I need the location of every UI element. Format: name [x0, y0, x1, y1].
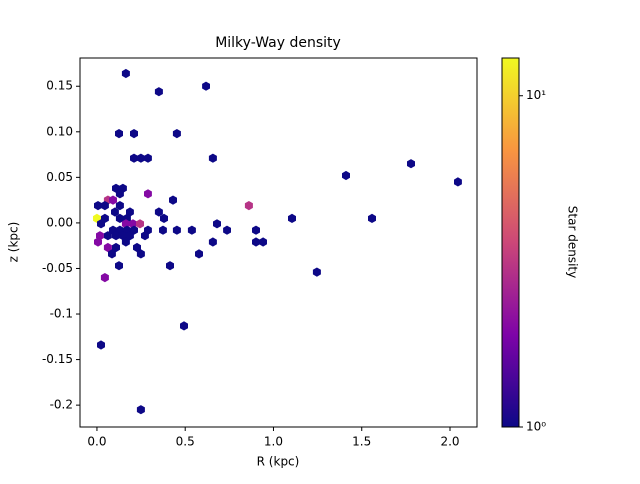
hex-bin	[136, 405, 145, 415]
hex-bin	[180, 321, 188, 331]
y-tick-label: -0.1	[50, 307, 73, 321]
x-tick-label: 1.5	[352, 435, 371, 449]
x-tick-label: 1.0	[264, 435, 283, 449]
hex-bin	[208, 237, 217, 247]
hex-bin	[368, 213, 376, 223]
x-tick-label: 0.5	[176, 435, 195, 449]
x-axis-label: R (kpc)	[257, 455, 300, 469]
hex-bin	[115, 261, 123, 271]
hex-bin	[144, 189, 152, 199]
hex-bin	[252, 237, 260, 247]
hex-bin	[223, 225, 231, 235]
hex-bin	[121, 68, 130, 79]
y-axis-label: z (kpc)	[7, 222, 21, 263]
hex-bin	[111, 207, 119, 217]
hex-bin	[103, 231, 112, 241]
colorbar-frame	[501, 57, 520, 428]
hex-bin	[97, 219, 105, 229]
hex-bin	[342, 170, 350, 181]
hex-bin	[126, 231, 134, 241]
y-tick-label: 0.15	[46, 79, 73, 93]
hex-bin	[136, 249, 145, 259]
hex-bin	[112, 231, 120, 241]
hex-bin	[160, 213, 168, 223]
hex-bin	[109, 195, 117, 205]
y-tick-label: -0.2	[50, 398, 73, 412]
hex-bin	[136, 219, 144, 229]
hex-bin	[169, 195, 177, 205]
hex-bin	[288, 213, 296, 223]
hex-bin	[130, 129, 138, 139]
y-tick-label: -0.15	[42, 352, 73, 366]
hex-bin	[213, 219, 221, 229]
hex-bin	[187, 225, 196, 235]
hex-bin	[252, 225, 260, 235]
hex-bin	[208, 153, 217, 163]
hex-bin	[133, 242, 141, 253]
chart-title: Milky-Way density	[215, 35, 341, 51]
hex-bin	[130, 153, 138, 163]
hex-bin	[144, 153, 152, 163]
hex-bin	[154, 87, 163, 97]
hex-bin	[115, 213, 124, 223]
hex-bin	[100, 273, 109, 283]
hex-bin	[136, 153, 145, 163]
hex-bin	[97, 340, 105, 350]
hex-bin	[141, 231, 149, 241]
hex-bin	[112, 242, 120, 253]
hex-bin	[259, 237, 267, 247]
hex-bin	[108, 249, 116, 259]
hex-bin	[103, 242, 112, 253]
y-tick-label: -0.05	[42, 261, 73, 275]
colorbar	[502, 58, 519, 427]
plot-frame	[79, 57, 478, 428]
hex-bin	[100, 201, 109, 211]
hex-bin	[159, 225, 167, 235]
hex-bin	[126, 207, 134, 217]
hex-bin	[129, 219, 137, 229]
hex-bin	[244, 201, 253, 211]
colorbar-label: Star density	[566, 206, 580, 278]
hex-bin	[121, 237, 130, 247]
y-tick-label: 0.10	[46, 124, 73, 138]
hex-bin	[172, 129, 181, 139]
y-tick-label: 0.05	[46, 170, 73, 184]
hex-bin	[195, 249, 203, 259]
hex-bin	[172, 225, 181, 235]
x-tick-label: 0.0	[87, 435, 106, 449]
hex-bin	[115, 129, 123, 139]
hex-bin	[454, 177, 462, 187]
hex-bin	[202, 81, 210, 91]
hex-bin	[407, 159, 415, 169]
colorbar-tick-label: 10⁰	[526, 420, 546, 434]
x-tick-label: 2.0	[440, 435, 459, 449]
colorbar-tick-label: 10¹	[526, 88, 546, 102]
hex-bin	[94, 201, 102, 211]
hex-bin	[312, 267, 321, 277]
hex-bin	[94, 237, 102, 247]
hex-bin	[115, 201, 124, 211]
y-tick-label: 0.00	[46, 215, 73, 229]
hex-bin	[121, 219, 130, 229]
hex-bin	[154, 207, 163, 217]
hex-bin	[166, 261, 174, 271]
hex-bin	[115, 189, 124, 199]
